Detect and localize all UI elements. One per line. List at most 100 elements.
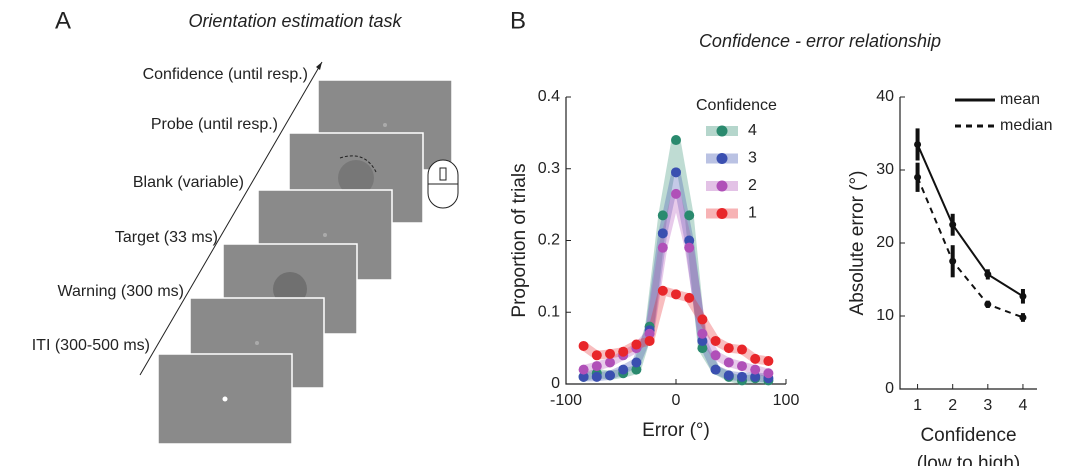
point [697, 335, 708, 346]
time-arrow [139, 61, 323, 376]
point [1019, 313, 1027, 321]
fixation [323, 233, 327, 237]
point [605, 348, 615, 359]
point [618, 364, 629, 375]
legend-swatch [716, 208, 728, 219]
point [605, 357, 615, 368]
legend-label: median [1000, 117, 1052, 134]
point [710, 350, 721, 361]
point [984, 270, 992, 278]
point [631, 357, 642, 368]
step-label: ITI (300-500 ms) [32, 337, 150, 354]
x-tick-label: 1 [913, 397, 922, 414]
point [737, 361, 747, 372]
x-tick-label: -100 [550, 392, 582, 409]
point [684, 210, 695, 221]
y-tick-label: 30 [876, 161, 894, 178]
line [916, 144, 1024, 298]
y-tick-label: 0.4 [538, 88, 560, 105]
panel-label: A [55, 7, 71, 34]
probe [338, 160, 374, 196]
point [984, 300, 992, 308]
point [671, 289, 681, 300]
y-tick-label: 0.3 [538, 160, 560, 177]
point [723, 343, 734, 354]
point [591, 361, 602, 372]
point [723, 370, 734, 381]
screen [157, 353, 293, 445]
point [763, 356, 774, 367]
step-label: Target (33 ms) [115, 229, 218, 246]
x-tick-label: 2 [948, 397, 957, 414]
point [763, 368, 774, 379]
point [644, 335, 655, 346]
y-axis-label: Proportion of trials [509, 163, 530, 317]
legend-label: 4 [748, 122, 757, 139]
legend-swatch [716, 180, 728, 192]
point [697, 314, 708, 325]
point [697, 328, 708, 339]
y-tick-label: 0.1 [538, 303, 560, 320]
point [750, 364, 761, 375]
mouse-icon [439, 167, 447, 181]
point [737, 371, 747, 382]
point [671, 135, 681, 146]
x-axis-label: (low to high) [917, 453, 1021, 466]
point [671, 188, 681, 199]
point [684, 235, 695, 246]
panel-title: Orientation estimation task [188, 11, 402, 31]
point [644, 328, 655, 339]
point [605, 370, 615, 381]
step-label: Warning (300 ms) [57, 283, 184, 300]
point [1019, 292, 1027, 300]
arrow-head [316, 62, 322, 70]
axes [899, 97, 1037, 390]
point [578, 340, 589, 351]
point [697, 343, 708, 354]
point [710, 335, 721, 346]
x-tick-label: 100 [773, 392, 800, 409]
step-label: Confidence (until resp.) [143, 66, 308, 83]
point [657, 210, 668, 221]
panel-title: Confidence - error relationship [699, 31, 941, 51]
point [591, 371, 602, 382]
fixation [222, 396, 228, 402]
y-tick-label: 40 [876, 88, 894, 105]
rotate-arrow [339, 155, 377, 173]
point [914, 173, 922, 181]
y-tick-label: 0 [551, 375, 560, 392]
point [914, 140, 922, 148]
fixation [383, 123, 387, 127]
legend-swatch [716, 125, 728, 137]
y-tick-label: 0 [885, 380, 894, 397]
y-tick-label: 0.2 [538, 232, 560, 249]
legend-label: 3 [748, 150, 757, 167]
point [737, 344, 747, 355]
line [916, 176, 1024, 319]
legend-swatch [716, 153, 728, 164]
x-tick-label: 0 [672, 392, 681, 409]
point [750, 353, 761, 364]
x-tick-label: 4 [1018, 397, 1027, 414]
x-axis-label: Confidence [920, 425, 1016, 446]
legend-label: 2 [748, 177, 757, 194]
point [723, 357, 734, 368]
point [657, 242, 668, 253]
point [684, 242, 695, 253]
y-axis-label: Absolute error (°) [847, 171, 868, 316]
step-label: Probe (until resp.) [151, 116, 278, 133]
point [657, 228, 668, 239]
x-tick-label: 3 [983, 397, 992, 414]
fixation [255, 341, 259, 345]
point [750, 371, 761, 382]
point [618, 346, 629, 357]
point [578, 371, 589, 382]
point [591, 350, 602, 361]
point [671, 167, 681, 178]
point [657, 285, 668, 296]
point [949, 221, 957, 229]
x-axis-label: Error (°) [642, 420, 710, 441]
y-tick-label: 10 [876, 307, 894, 324]
panel-label: B [510, 7, 526, 34]
